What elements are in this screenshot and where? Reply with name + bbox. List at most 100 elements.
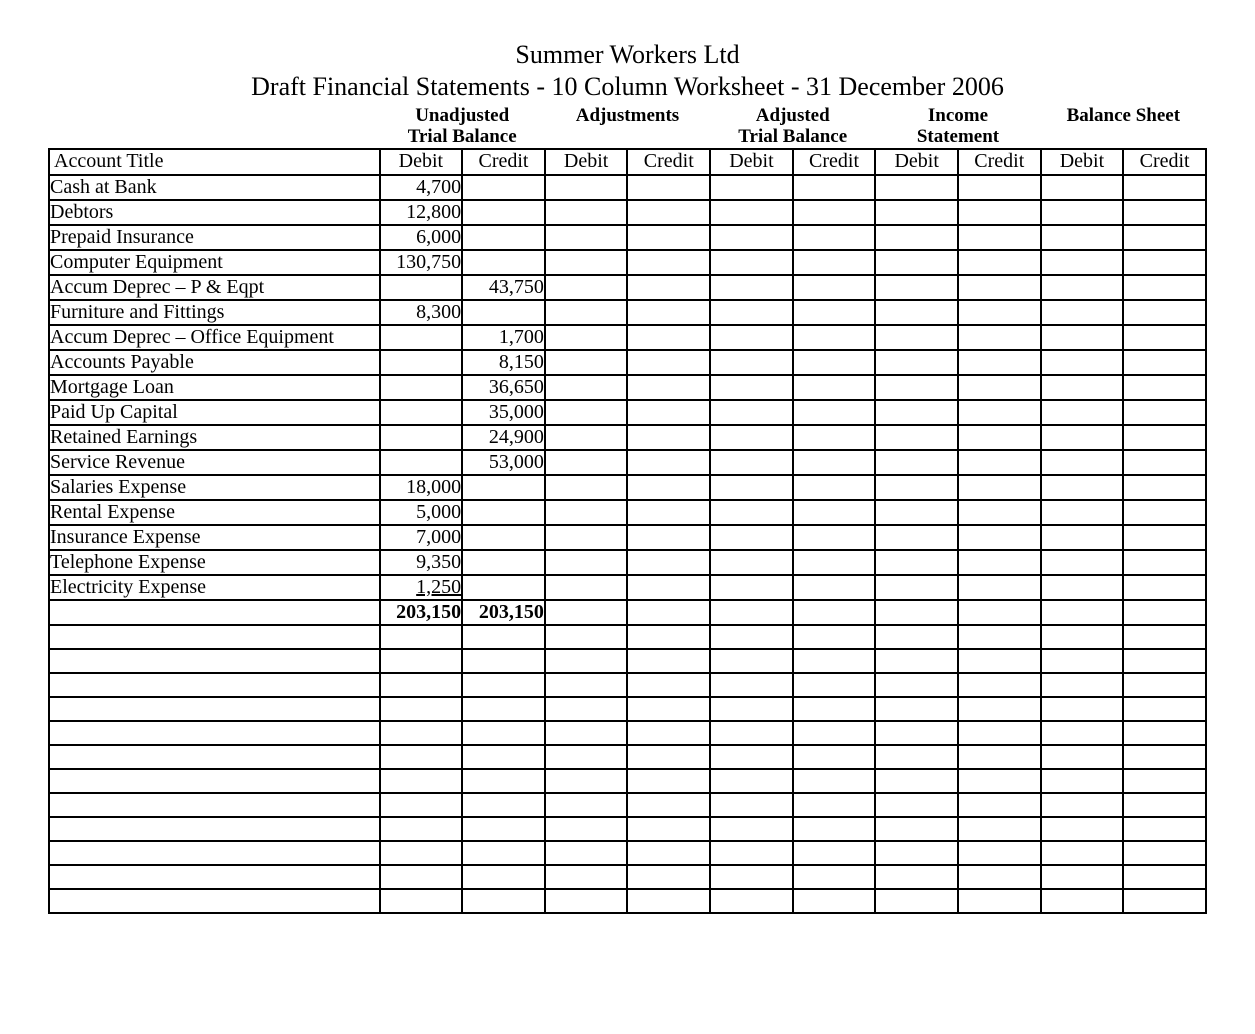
empty-cell (545, 525, 628, 550)
empty-cell (710, 425, 793, 450)
empty-cell (958, 769, 1041, 793)
empty-cell (627, 450, 710, 475)
worksheet-body: Cash at Bank4,700Debtors12,800Prepaid In… (49, 175, 1206, 913)
empty-cell (710, 673, 793, 697)
account-title-cell: Debtors (49, 200, 380, 225)
empty-cell (1041, 350, 1124, 375)
empty-cell (1041, 600, 1124, 625)
empty-cell (875, 400, 958, 425)
empty-cell (958, 745, 1041, 769)
empty-cell (1041, 550, 1124, 575)
empty-cell (875, 225, 958, 250)
utb-debit-cell (380, 425, 463, 450)
empty-cell (875, 525, 958, 550)
empty-cell (1123, 817, 1206, 841)
empty-cell (545, 250, 628, 275)
empty-cell (710, 600, 793, 625)
table-row: Service Revenue53,000 (49, 450, 1206, 475)
empty-cell (1041, 625, 1124, 649)
table-row: Accum Deprec – Office Equipment1,700 (49, 325, 1206, 350)
group-header-adjusted: Adjusted (710, 106, 875, 127)
empty-cell (793, 275, 876, 300)
empty-cell (793, 300, 876, 325)
empty-cell (793, 600, 876, 625)
empty-cell (710, 400, 793, 425)
utb-debit-cell: 9,350 (380, 550, 463, 575)
empty-cell (875, 375, 958, 400)
utb-debit-cell: 6,000 (380, 225, 463, 250)
empty-cell (627, 475, 710, 500)
empty-cell (1041, 375, 1124, 400)
empty-cell (710, 625, 793, 649)
empty-cell (627, 841, 710, 865)
empty-cell (462, 817, 545, 841)
empty-cell (793, 889, 876, 913)
empty-cell (1123, 793, 1206, 817)
empty-cell (1123, 450, 1206, 475)
utb-debit-cell: 5,000 (380, 500, 463, 525)
blank-row (49, 649, 1206, 673)
empty-cell (1123, 175, 1206, 200)
blank-title-cell (49, 841, 380, 865)
empty-cell (875, 841, 958, 865)
empty-cell (380, 865, 463, 889)
empty-cell (1041, 817, 1124, 841)
account-title-cell: Service Revenue (49, 450, 380, 475)
empty-cell (958, 275, 1041, 300)
company-name: Summer Workers Ltd (48, 40, 1207, 70)
empty-cell (627, 300, 710, 325)
empty-cell (875, 450, 958, 475)
col-account-title: Account Title (49, 149, 380, 175)
blank-row (49, 745, 1206, 769)
totals-title-cell (49, 600, 380, 625)
empty-cell (875, 745, 958, 769)
empty-cell (793, 350, 876, 375)
col-atb-debit: Debit (710, 149, 793, 175)
blank-row (49, 673, 1206, 697)
utb-credit-cell (462, 575, 545, 600)
empty-cell (958, 793, 1041, 817)
empty-cell (462, 625, 545, 649)
blank-title-cell (49, 793, 380, 817)
table-row: Cash at Bank4,700 (49, 175, 1206, 200)
empty-cell (627, 673, 710, 697)
utb-credit-cell: 35,000 (462, 400, 545, 425)
empty-cell (710, 793, 793, 817)
empty-cell (875, 275, 958, 300)
table-row: Computer Equipment130,750 (49, 250, 1206, 275)
blank-row (49, 793, 1206, 817)
totals-utb-debit: 203,150 (380, 600, 463, 625)
empty-cell (793, 625, 876, 649)
empty-cell (1123, 721, 1206, 745)
empty-cell (710, 250, 793, 275)
empty-cell (1123, 350, 1206, 375)
empty-cell (1123, 889, 1206, 913)
empty-cell (462, 841, 545, 865)
empty-cell (1041, 575, 1124, 600)
empty-cell (1123, 275, 1206, 300)
empty-cell (958, 625, 1041, 649)
empty-cell (1123, 575, 1206, 600)
col-bs-debit: Debit (1041, 149, 1124, 175)
utb-debit-cell: 7,000 (380, 525, 463, 550)
empty-cell (545, 817, 628, 841)
empty-cell (627, 500, 710, 525)
empty-cell (793, 769, 876, 793)
empty-cell (958, 400, 1041, 425)
account-title-cell: Electricity Expense (49, 575, 380, 600)
empty-cell (958, 525, 1041, 550)
account-title-cell: Accounts Payable (49, 350, 380, 375)
blank-row (49, 721, 1206, 745)
empty-cell (627, 625, 710, 649)
empty-cell (545, 673, 628, 697)
col-utb-credit: Credit (462, 149, 545, 175)
account-title-cell: Paid Up Capital (49, 400, 380, 425)
empty-cell (627, 425, 710, 450)
empty-cell (545, 575, 628, 600)
empty-cell (545, 889, 628, 913)
blank-row (49, 769, 1206, 793)
empty-cell (793, 525, 876, 550)
empty-cell (1041, 175, 1124, 200)
group-header-adjustments: Adjustments (545, 106, 710, 127)
empty-cell (1123, 673, 1206, 697)
